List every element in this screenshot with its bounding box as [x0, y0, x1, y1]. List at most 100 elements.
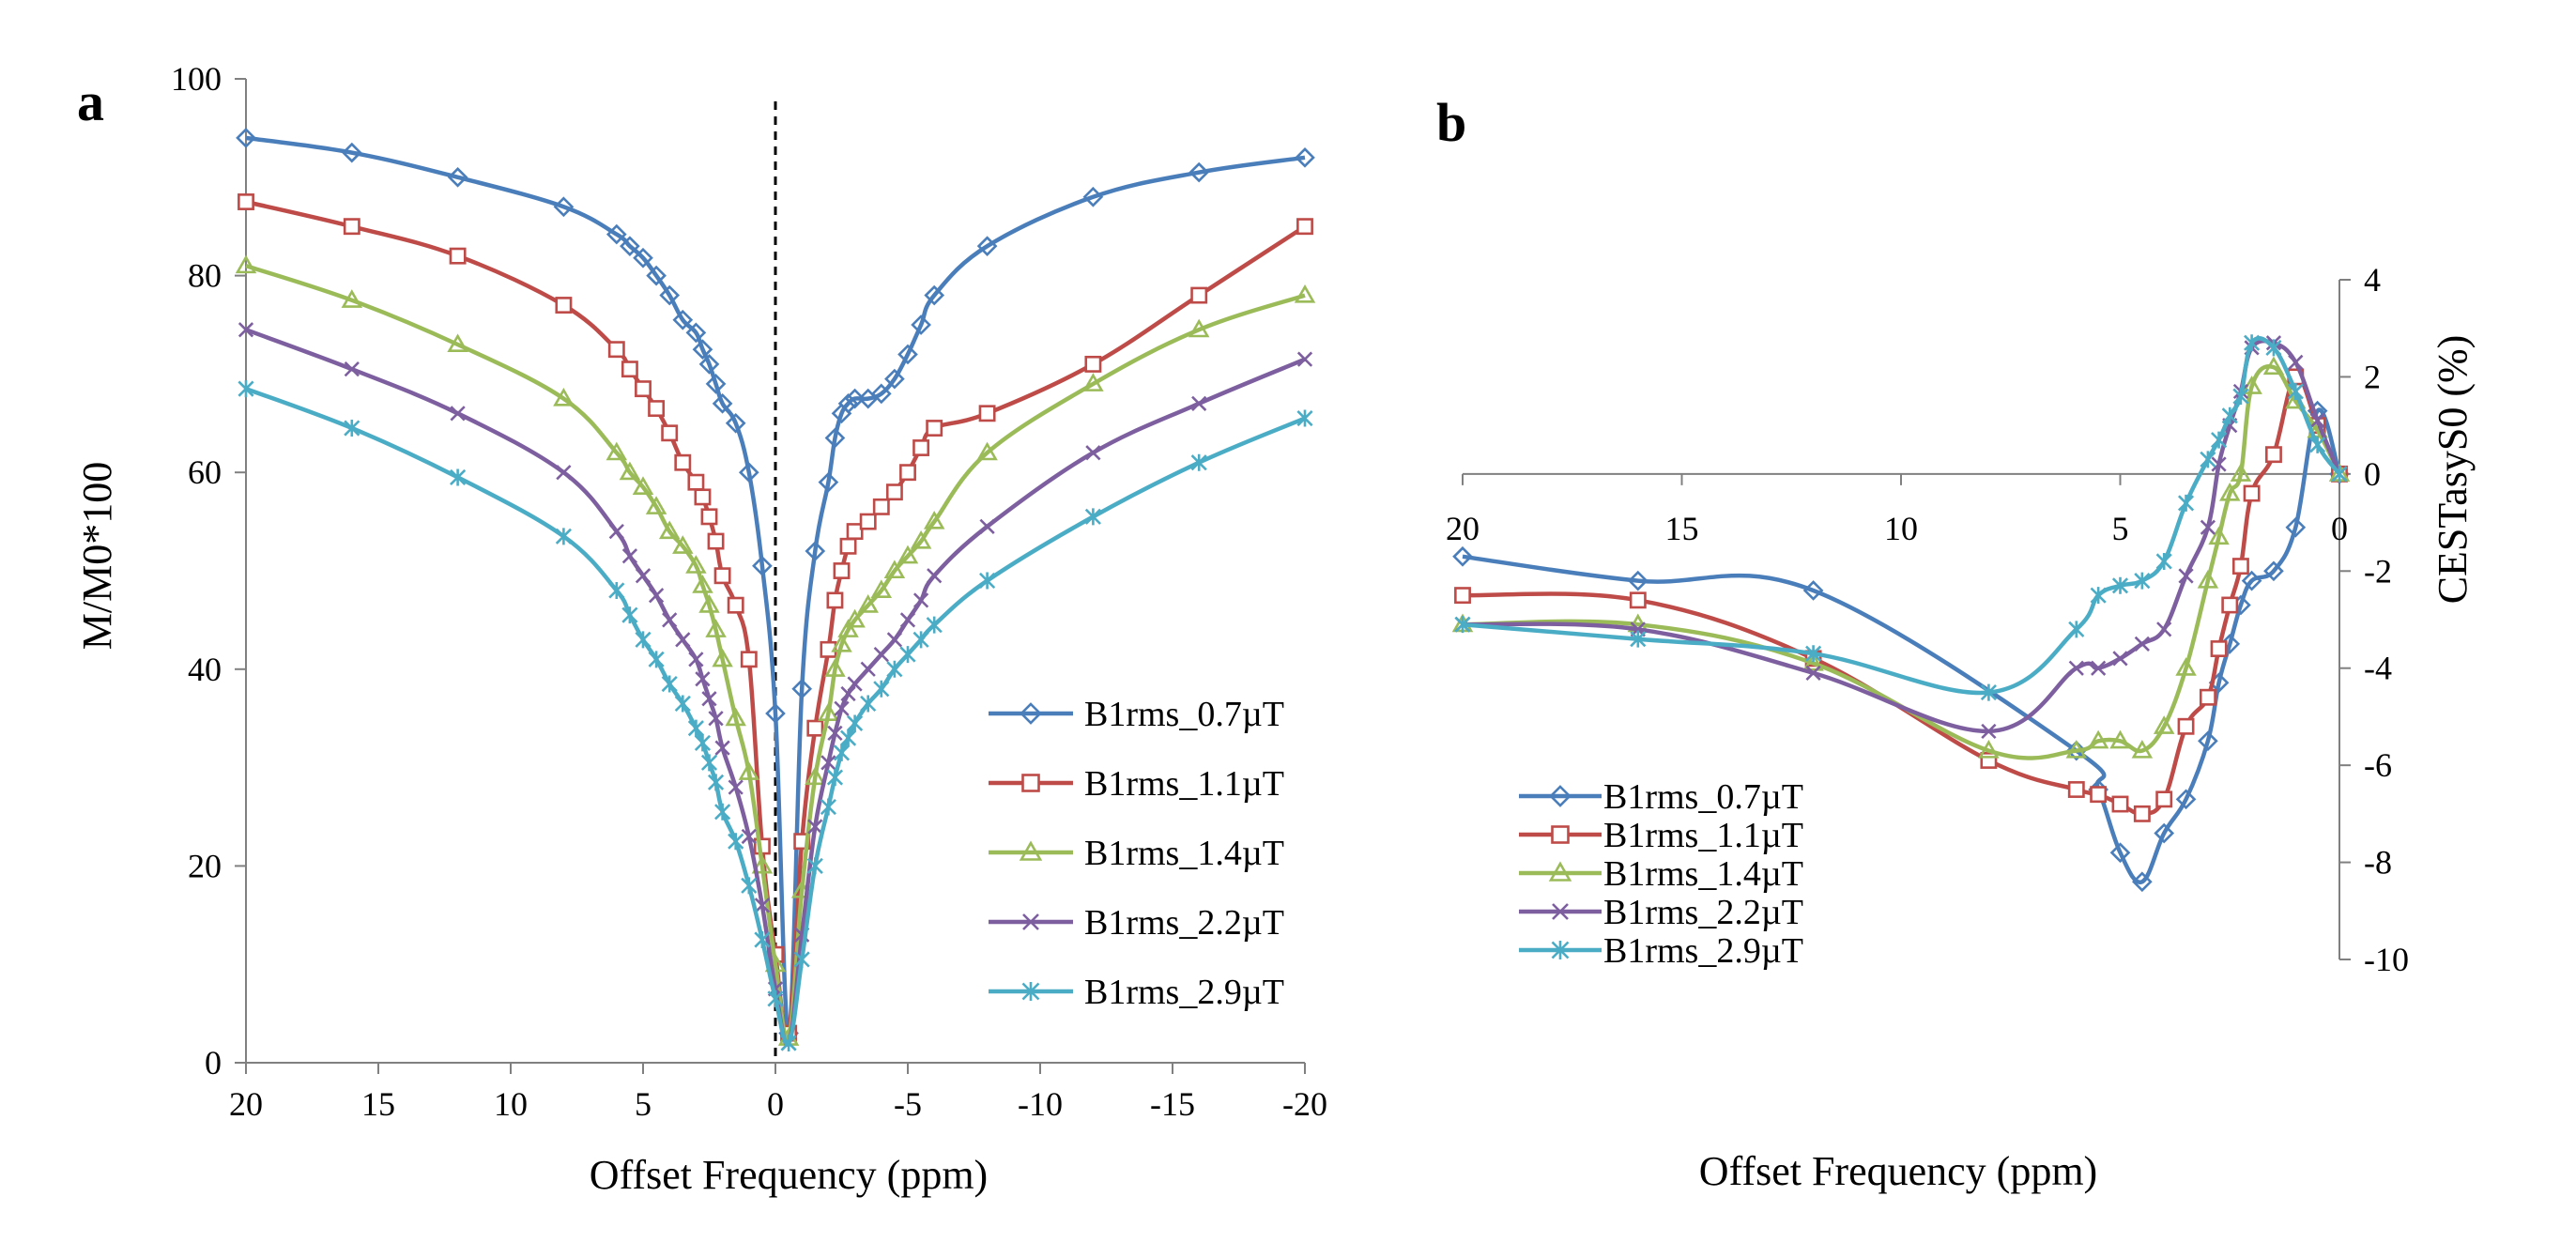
y-tick-label-a: 40 — [188, 651, 222, 688]
data-point-a — [886, 660, 903, 678]
data-point-a — [873, 680, 890, 698]
legend-marker-a — [1020, 702, 1042, 725]
legend-label-b: B1rms_2.2µT — [1603, 893, 1803, 932]
data-point-a — [555, 528, 572, 545]
data-point-a — [818, 702, 839, 722]
y-tick-label-a: 20 — [188, 847, 222, 884]
data-point-a — [751, 854, 774, 874]
data-point-b — [2231, 558, 2249, 575]
y-tick-label-a: 0 — [205, 1044, 222, 1082]
data-point-a — [793, 950, 810, 968]
data-point-a — [635, 380, 652, 398]
data-point-b — [1805, 665, 1821, 682]
data-point-a — [608, 523, 624, 540]
y-tick-label-b: -10 — [2364, 941, 2409, 978]
data-point-a — [621, 548, 638, 564]
series-b-5 — [1454, 334, 2348, 701]
x-tick-label-b: 20 — [1446, 510, 1480, 547]
series-line-b — [1462, 364, 2342, 760]
x-tick-label-a: 15 — [361, 1085, 395, 1123]
data-point-a — [705, 374, 727, 394]
y-axis-title-b: CESTasyS0 (%) — [2430, 335, 2476, 605]
y-tick-label-b: -2 — [2364, 552, 2392, 590]
data-point-a — [754, 897, 771, 913]
data-point-a — [847, 714, 864, 732]
data-point-a — [899, 464, 916, 482]
legend-marker-a — [1021, 774, 1040, 792]
data-point-b — [2068, 660, 2084, 676]
data-point-a — [741, 877, 758, 895]
data-point-a — [897, 344, 918, 365]
legend-label-a: B1rms_1.4µT — [1084, 834, 1284, 873]
legend-marker-b — [1552, 903, 1569, 920]
data-point-b — [2265, 446, 2282, 464]
data-point-a — [834, 700, 850, 716]
data-point-a — [976, 441, 998, 461]
legend-label-b: B1rms_1.4µT — [1603, 854, 1803, 894]
data-point-a — [608, 581, 625, 599]
data-point-b — [2309, 436, 2326, 453]
legend-marker-b — [1549, 785, 1572, 807]
data-point-a — [752, 555, 773, 576]
data-point-b — [2211, 431, 2228, 449]
series-a-2 — [238, 193, 1313, 1042]
data-point-b — [2155, 552, 2172, 570]
data-point-a — [1190, 286, 1208, 304]
data-point-a — [923, 510, 945, 529]
data-point-b — [2198, 730, 2218, 752]
data-point-a — [912, 631, 929, 649]
data-point-b — [2288, 354, 2304, 371]
data-point-a — [740, 651, 758, 668]
data-point-a — [692, 575, 713, 593]
data-point-b — [2109, 729, 2131, 749]
data-point-a — [648, 400, 666, 418]
data-point-a — [344, 361, 360, 377]
data-point-a — [927, 568, 943, 584]
data-point-a — [700, 508, 718, 526]
data-point-a — [805, 541, 826, 561]
data-point-a — [648, 588, 665, 604]
data-point-a — [820, 640, 837, 658]
data-point-a — [884, 368, 905, 390]
data-point-a — [846, 523, 864, 541]
legend-marker-b — [1548, 861, 1572, 882]
data-point-a — [1085, 445, 1101, 461]
data-point-a — [818, 471, 839, 493]
data-point-b — [2175, 789, 2197, 810]
data-point-b — [2090, 786, 2108, 804]
data-point-a — [857, 594, 879, 613]
y-tick-label-a: 80 — [188, 257, 222, 295]
legend-a: B1rms_0.7µT B1rms_1.1µT B1rms_1.4µT B1rms_2… — [989, 695, 1284, 1012]
data-point-a — [341, 289, 363, 308]
data-point-a — [1188, 161, 1210, 183]
data-point-a — [899, 646, 916, 664]
data-point-a — [911, 314, 931, 335]
data-point-a — [912, 592, 929, 608]
legend-b: B1rms_0.7µTB1rms_1.1µTB1rms_1.4µTB1rms_2… — [1519, 777, 1803, 971]
data-point-a — [805, 766, 826, 786]
data-point-b — [2132, 871, 2153, 893]
legend-marker-a — [1022, 913, 1039, 930]
data-point-b — [2177, 717, 2195, 735]
data-point-a — [674, 453, 692, 471]
data-point-a — [899, 612, 916, 628]
data-point-a — [343, 218, 360, 236]
data-point-a — [885, 483, 903, 501]
data-point-a — [1296, 351, 1313, 367]
data-point-a — [447, 166, 468, 188]
data-point-b — [2131, 740, 2154, 759]
data-point-b — [2197, 570, 2219, 589]
data-point-b — [2309, 412, 2325, 429]
data-point-b — [2219, 482, 2241, 501]
data-point-a — [844, 388, 866, 409]
data-point-a — [661, 424, 679, 442]
data-point-a — [553, 387, 575, 407]
x-tick-label-a: -5 — [894, 1085, 922, 1123]
x-tick-label-b: 0 — [2331, 510, 2348, 547]
data-point-b — [2133, 805, 2151, 822]
data-point-a — [1082, 373, 1104, 391]
data-point-b — [1980, 683, 1997, 701]
data-point-a — [675, 632, 691, 648]
data-point-b — [1454, 616, 1471, 634]
data-point-b — [2178, 568, 2194, 584]
